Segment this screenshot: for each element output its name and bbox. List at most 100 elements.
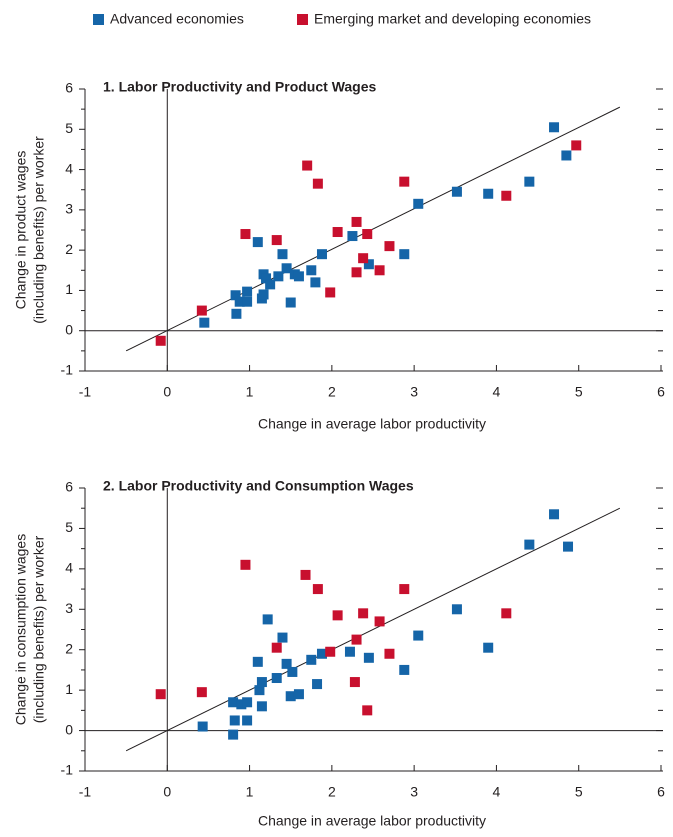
y-tick-label: 5 bbox=[65, 120, 73, 136]
point bbox=[571, 140, 582, 151]
panel-title: 1. Labor Productivity and Product Wages bbox=[103, 79, 377, 95]
x-tick-label: 1 bbox=[246, 384, 254, 400]
point bbox=[363, 652, 374, 663]
point bbox=[351, 216, 362, 227]
point bbox=[549, 509, 560, 520]
y-tick-label: 3 bbox=[65, 201, 73, 217]
point bbox=[306, 265, 317, 276]
point bbox=[362, 229, 373, 240]
y-tick-label: 5 bbox=[65, 519, 73, 535]
x-axis-label: Change in average labor productivity bbox=[258, 416, 486, 432]
x-tick-label: 4 bbox=[493, 384, 501, 400]
x-tick-label: 2 bbox=[328, 784, 336, 800]
point bbox=[501, 608, 512, 619]
legend-swatch bbox=[297, 14, 308, 25]
x-tick-label: 2 bbox=[328, 384, 336, 400]
point bbox=[197, 721, 208, 732]
point bbox=[229, 715, 240, 726]
point bbox=[287, 666, 298, 677]
point bbox=[236, 699, 247, 710]
y-axis-label: Change in product wages bbox=[13, 151, 29, 310]
point bbox=[252, 237, 263, 248]
y-tick-label: 1 bbox=[65, 681, 73, 697]
x-tick-label: 3 bbox=[410, 784, 418, 800]
y-axis-label: (including benefits) per worker bbox=[31, 136, 47, 324]
point bbox=[451, 186, 462, 197]
point bbox=[316, 648, 327, 659]
point bbox=[242, 715, 253, 726]
point bbox=[384, 241, 395, 252]
x-tick-label: -1 bbox=[79, 384, 92, 400]
point bbox=[306, 654, 317, 665]
legend-label: Advanced economies bbox=[110, 11, 244, 27]
point bbox=[265, 279, 276, 290]
point bbox=[234, 296, 245, 307]
x-tick-label: 6 bbox=[657, 384, 665, 400]
point bbox=[199, 317, 210, 328]
point bbox=[242, 286, 253, 297]
point bbox=[413, 630, 424, 641]
point bbox=[483, 188, 494, 199]
x-axis-label: Change in average labor productivity bbox=[258, 813, 486, 829]
point bbox=[524, 176, 535, 187]
y-tick-label: 2 bbox=[65, 241, 73, 257]
point bbox=[285, 297, 296, 308]
point bbox=[399, 176, 410, 187]
point bbox=[351, 267, 362, 278]
point bbox=[240, 559, 251, 570]
point bbox=[561, 150, 572, 161]
y-tick-label: -1 bbox=[61, 762, 74, 778]
point bbox=[230, 290, 241, 301]
point bbox=[242, 697, 253, 708]
y-tick-label: 4 bbox=[65, 160, 73, 176]
point bbox=[281, 263, 292, 274]
point bbox=[451, 604, 462, 615]
point bbox=[332, 610, 343, 621]
point bbox=[271, 235, 282, 246]
point bbox=[273, 271, 284, 282]
point bbox=[347, 231, 358, 242]
x-tick-label: 3 bbox=[410, 384, 418, 400]
point bbox=[262, 614, 273, 625]
x-tick-label: 5 bbox=[575, 784, 583, 800]
point bbox=[399, 249, 410, 260]
point bbox=[413, 198, 424, 209]
point bbox=[312, 679, 323, 690]
point bbox=[240, 229, 251, 240]
panel-title: 2. Labor Productivity and Consumption Wa… bbox=[103, 478, 414, 494]
point bbox=[271, 642, 282, 653]
legend-swatch bbox=[93, 14, 104, 25]
point bbox=[155, 335, 166, 346]
y-tick-label: 2 bbox=[65, 640, 73, 656]
point bbox=[281, 658, 292, 669]
y-tick-label: 0 bbox=[65, 321, 73, 337]
point bbox=[285, 691, 296, 702]
point bbox=[271, 673, 282, 684]
point bbox=[549, 122, 560, 133]
x-tick-label: -1 bbox=[79, 784, 92, 800]
y-axis-label: (including benefits) per worker bbox=[31, 535, 47, 723]
point bbox=[312, 178, 323, 189]
y-tick-label: -1 bbox=[61, 362, 74, 378]
point bbox=[258, 289, 269, 300]
point bbox=[196, 687, 207, 698]
point bbox=[358, 253, 369, 264]
point bbox=[155, 689, 166, 700]
x-tick-label: 0 bbox=[163, 384, 171, 400]
point bbox=[228, 729, 239, 740]
point bbox=[231, 308, 242, 319]
point bbox=[374, 616, 385, 627]
point bbox=[277, 249, 288, 260]
point bbox=[293, 271, 304, 282]
point bbox=[300, 569, 311, 580]
point bbox=[362, 705, 373, 716]
point bbox=[310, 277, 321, 288]
point bbox=[302, 160, 313, 171]
point bbox=[349, 677, 360, 688]
point bbox=[358, 608, 369, 619]
x-tick-label: 6 bbox=[657, 784, 665, 800]
fit-line bbox=[125, 106, 621, 352]
point bbox=[384, 648, 395, 659]
y-tick-label: 1 bbox=[65, 281, 73, 297]
